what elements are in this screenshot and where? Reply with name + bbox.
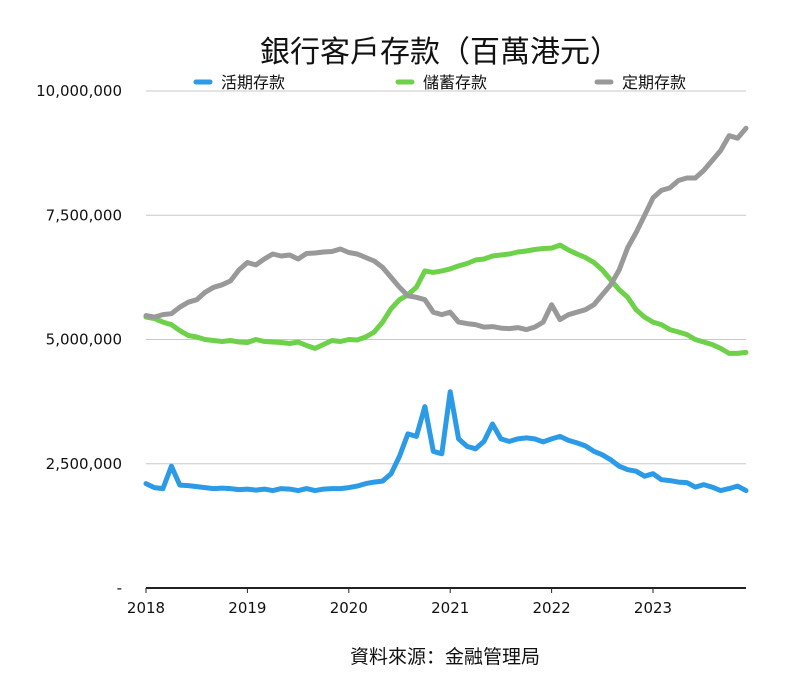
y-tick-label: 5,000,000 [46, 331, 122, 349]
series-line-3 [143, 125, 749, 333]
x-tick-label: 2018 [127, 599, 165, 617]
y-tick-label: - [117, 579, 122, 597]
x-tick-label: 2020 [330, 599, 368, 617]
x-axis: 2018 2019 2020 2021 2022 2023 [127, 587, 746, 617]
y-tick-label: 7,500,000 [46, 206, 122, 224]
x-tick-label: 2022 [533, 599, 571, 617]
x-tick-label: 2023 [634, 599, 672, 617]
y-axis: - 2,500,000 5,000,000 7,500,000 10,000,000 [36, 82, 122, 597]
x-tick-label: 2021 [431, 599, 469, 617]
legend-label: 儲蓄存款 [423, 73, 487, 92]
chart-title: 銀行客戶存款（百萬港元） [260, 35, 620, 70]
legend-label: 定期存款 [622, 73, 686, 92]
series-line-1 [143, 389, 749, 494]
y-tick-label: 10,000,000 [36, 82, 122, 100]
series-line-2 [143, 242, 749, 356]
source-note: 資料來源：金融管理局 [350, 646, 540, 668]
x-tick-label: 2019 [228, 599, 266, 617]
legend: 活期存款 儲蓄存款 定期存款 [193, 73, 686, 92]
series-lines [143, 125, 749, 494]
legend-label: 活期存款 [221, 73, 285, 92]
y-tick-label: 2,500,000 [46, 455, 122, 473]
